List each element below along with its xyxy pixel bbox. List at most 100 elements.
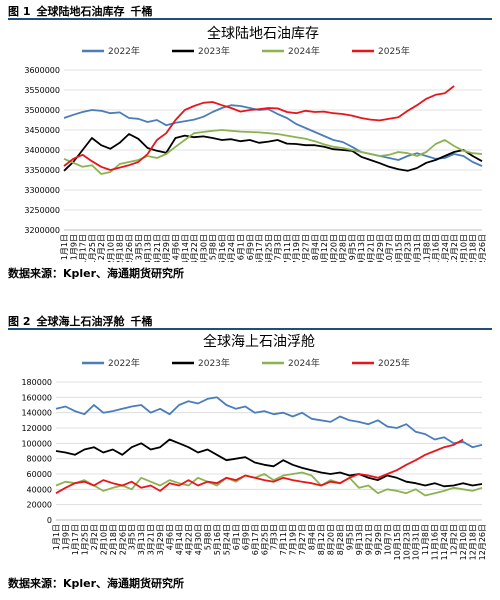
x-tick-label: 10月7日 [385, 234, 394, 262]
x-tick-label: 3月21日 [147, 524, 156, 555]
x-tick-label: 5月8日 [209, 234, 218, 260]
x-tick-label: 9月5日 [348, 234, 357, 260]
y-tick-label: 3500000 [24, 106, 60, 115]
x-tick-label: 12月18日 [469, 524, 478, 560]
x-tick-label: 12月26日 [478, 234, 487, 262]
figure-2-number: 图 2 [8, 315, 31, 328]
x-tick-label: 1月25日 [88, 234, 97, 262]
y-tick-label: 3200000 [24, 226, 60, 235]
x-tick-label: 12月10日 [459, 234, 468, 262]
y-tick-label: 140000 [21, 409, 52, 418]
x-tick-label: 6月9日 [241, 524, 250, 550]
x-tick-label: 12月10日 [459, 524, 468, 560]
x-tick-label: 6月17日 [251, 524, 260, 555]
x-tick-label: 3月13日 [137, 524, 146, 555]
chart-1: 全球陆地石油库存 2022年 2023年 2024年 2025年 3200000 32500… [24, 25, 487, 270]
series-line-3 [55, 438, 464, 494]
x-tick-label: 7月27日 [302, 234, 311, 262]
x-tick-label: 12月2日 [450, 234, 459, 262]
x-tick-label: 11月24日 [441, 234, 450, 262]
x-tick-label: 11月16日 [431, 524, 440, 560]
figure-2-source: 数据来源：Kpler、海通期货研究所 [8, 577, 185, 590]
x-tick-label: 2月2日 [97, 234, 106, 260]
y-tick-label: 120000 [21, 424, 52, 433]
x-tick-label: 5月24日 [227, 234, 236, 262]
x-tick-label: 6月17日 [255, 234, 264, 262]
y-tick-label: 3250000 [24, 206, 60, 215]
x-tick-label: 7月3日 [274, 234, 283, 260]
x-tick-label: 4月30日 [194, 524, 203, 555]
x-tick-label: 10月31日 [413, 234, 422, 262]
x-tick-label: 4月22日 [190, 234, 199, 262]
x-tick-label: 9月21日 [367, 234, 376, 262]
x-tick-label: 5月8日 [203, 524, 212, 550]
figure-2-rule [8, 328, 492, 330]
x-tick-label: 1月17日 [79, 234, 88, 262]
figure-1-rule [8, 18, 492, 20]
x-tick-label: 7月11日 [279, 524, 288, 555]
series-line-3 [63, 85, 455, 171]
x-tick-label: 7月19日 [289, 524, 298, 555]
x-tick-label: 11月8日 [422, 234, 431, 262]
y-tick-label: 160000 [21, 393, 52, 402]
x-tick-label: 5月16日 [213, 524, 222, 555]
x-tick-label: 2月18日 [116, 234, 125, 262]
x-tick-label: 4月6日 [171, 234, 180, 260]
x-tick-label: 9月29日 [374, 524, 383, 555]
x-tick-label: 8月20日 [327, 524, 336, 555]
x-tick-label: 8月4日 [311, 234, 320, 260]
x-tick-label: 1月17日 [71, 524, 80, 555]
x-tick-label: 11月8日 [421, 524, 430, 555]
x-tick-label: 1月25日 [80, 524, 89, 555]
y-tick-label: 100000 [21, 439, 52, 448]
y-tick-label: 80000 [27, 455, 52, 464]
x-tick-label: 8月28日 [339, 234, 348, 262]
x-tick-label: 12月18日 [469, 234, 478, 262]
figure-2-title: 全球海上石油浮舱 [36, 315, 125, 328]
legend-label-1: 2023年 [198, 357, 230, 369]
x-tick-label: 3月5日 [128, 524, 137, 550]
chart-title: 全球海上石油浮舱 [203, 333, 315, 350]
x-tick-label: 2月2日 [90, 524, 99, 550]
figure-1-unit: 千桶 [130, 5, 153, 18]
x-tick-label: 6月25日 [260, 524, 269, 555]
chart-1-panel: 全球陆地石油库存 2022年 2023年 2024年 2025年 3200000 32500… [8, 20, 492, 270]
x-tick-label: 5月24日 [222, 524, 231, 555]
x-tick-label: 6月1日 [236, 234, 245, 260]
y-tick-label: 3600000 [24, 66, 60, 75]
x-tick-label: 7月19日 [292, 234, 301, 262]
chart-title: 全球陆地石油库存 [207, 25, 319, 42]
y-tick-label: 180000 [21, 378, 52, 387]
x-tick-label: 9月29日 [376, 234, 385, 262]
x-tick-label: 4月14日 [175, 524, 184, 555]
y-tick-label: 60000 [27, 470, 52, 479]
y-tick-label: 20000 [27, 501, 52, 510]
series-line-2 [55, 471, 483, 497]
y-tick-label: 0 [47, 516, 52, 525]
x-tick-label: 8月28日 [336, 524, 345, 555]
x-tick-label: 2月10日 [99, 524, 108, 555]
x-tick-label: 12月26日 [478, 524, 487, 560]
y-tick-label: 3400000 [24, 146, 60, 155]
x-tick-label: 7月3日 [270, 524, 279, 550]
x-tick-label: 8月12日 [320, 234, 329, 262]
x-tick-label: 11月24日 [440, 524, 449, 560]
x-tick-label: 4月30日 [199, 234, 208, 262]
x-tick-label: 7月11日 [283, 234, 292, 262]
legend-label-0: 2022年 [108, 357, 140, 369]
x-tick-label: 8月4日 [308, 524, 317, 550]
x-tick-label: 9月5日 [345, 524, 354, 550]
x-tick-label: 10月31日 [412, 524, 421, 560]
x-tick-label: 2月10日 [106, 234, 115, 262]
y-tick-label: 3550000 [24, 86, 60, 95]
x-tick-label: 4月22日 [185, 524, 194, 555]
y-tick-label: 3350000 [24, 166, 60, 175]
x-tick-label: 3月5日 [134, 234, 143, 260]
figure-1-number: 图 1 [8, 5, 31, 18]
x-tick-label: 1月9日 [69, 234, 78, 260]
legend-label-2: 2024年 [288, 45, 320, 57]
x-tick-label: 10月23日 [402, 524, 411, 560]
figure-1-caption: 图 1 全球陆地石油库存 千桶 [8, 3, 158, 19]
x-tick-label: 3月29日 [156, 524, 165, 555]
y-tick-label: 40000 [27, 485, 52, 494]
